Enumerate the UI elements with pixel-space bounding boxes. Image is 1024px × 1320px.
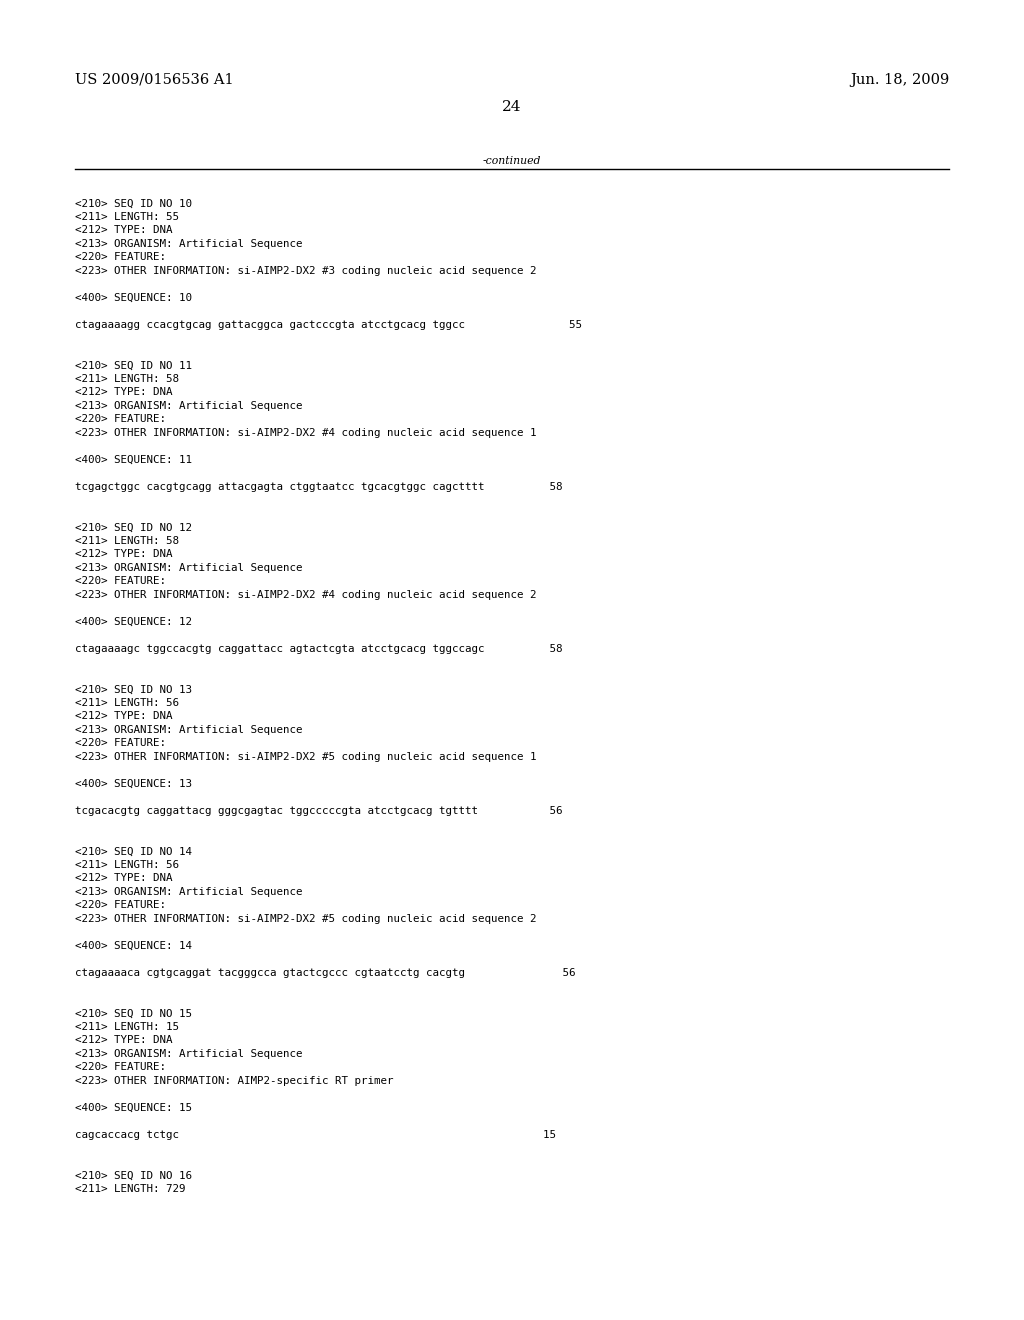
Text: <400> SEQUENCE: 15: <400> SEQUENCE: 15 bbox=[75, 1102, 191, 1113]
Text: <213> ORGANISM: Artificial Sequence: <213> ORGANISM: Artificial Sequence bbox=[75, 887, 302, 896]
Text: <211> LENGTH: 729: <211> LENGTH: 729 bbox=[75, 1184, 185, 1193]
Text: <400> SEQUENCE: 13: <400> SEQUENCE: 13 bbox=[75, 779, 191, 789]
Text: <220> FEATURE:: <220> FEATURE: bbox=[75, 577, 166, 586]
Text: <400> SEQUENCE: 12: <400> SEQUENCE: 12 bbox=[75, 616, 191, 627]
Text: <400> SEQUENCE: 14: <400> SEQUENCE: 14 bbox=[75, 941, 191, 950]
Text: <212> TYPE: DNA: <212> TYPE: DNA bbox=[75, 711, 172, 721]
Text: <210> SEQ ID NO 11: <210> SEQ ID NO 11 bbox=[75, 360, 191, 371]
Text: ctagaaaagg ccacgtgcag gattacggca gactcccgta atcctgcacg tggcc                55: ctagaaaagg ccacgtgcag gattacggca gactccc… bbox=[75, 319, 582, 330]
Text: <213> ORGANISM: Artificial Sequence: <213> ORGANISM: Artificial Sequence bbox=[75, 1049, 302, 1059]
Text: <220> FEATURE:: <220> FEATURE: bbox=[75, 738, 166, 748]
Text: <212> TYPE: DNA: <212> TYPE: DNA bbox=[75, 1035, 172, 1045]
Text: tcgacacgtg caggattacg gggcgagtac tggcccccgta atcctgcacg tgtttt           56: tcgacacgtg caggattacg gggcgagtac tggcccc… bbox=[75, 805, 562, 816]
Text: <223> OTHER INFORMATION: si-AIMP2-DX2 #4 coding nucleic acid sequence 1: <223> OTHER INFORMATION: si-AIMP2-DX2 #4… bbox=[75, 428, 537, 438]
Text: <211> LENGTH: 56: <211> LENGTH: 56 bbox=[75, 698, 179, 708]
Text: <210> SEQ ID NO 10: <210> SEQ ID NO 10 bbox=[75, 198, 191, 209]
Text: 24: 24 bbox=[502, 100, 522, 115]
Text: US 2009/0156536 A1: US 2009/0156536 A1 bbox=[75, 73, 233, 87]
Text: <223> OTHER INFORMATION: si-AIMP2-DX2 #5 coding nucleic acid sequence 1: <223> OTHER INFORMATION: si-AIMP2-DX2 #5… bbox=[75, 752, 537, 762]
Text: <400> SEQUENCE: 11: <400> SEQUENCE: 11 bbox=[75, 455, 191, 465]
Text: Jun. 18, 2009: Jun. 18, 2009 bbox=[850, 73, 949, 87]
Text: <223> OTHER INFORMATION: si-AIMP2-DX2 #4 coding nucleic acid sequence 2: <223> OTHER INFORMATION: si-AIMP2-DX2 #4… bbox=[75, 590, 537, 599]
Text: <210> SEQ ID NO 13: <210> SEQ ID NO 13 bbox=[75, 684, 191, 694]
Text: <213> ORGANISM: Artificial Sequence: <213> ORGANISM: Artificial Sequence bbox=[75, 725, 302, 735]
Text: tcgagctggc cacgtgcagg attacgagta ctggtaatcc tgcacgtggc cagctttt          58: tcgagctggc cacgtgcagg attacgagta ctggtaa… bbox=[75, 482, 562, 492]
Text: <211> LENGTH: 58: <211> LENGTH: 58 bbox=[75, 374, 179, 384]
Text: <210> SEQ ID NO 16: <210> SEQ ID NO 16 bbox=[75, 1171, 191, 1180]
Text: <223> OTHER INFORMATION: AIMP2-specific RT primer: <223> OTHER INFORMATION: AIMP2-specific … bbox=[75, 1076, 393, 1086]
Text: ctagaaaagc tggccacgtg caggattacc agtactcgta atcctgcacg tggccagc          58: ctagaaaagc tggccacgtg caggattacc agtactc… bbox=[75, 644, 562, 653]
Text: <210> SEQ ID NO 15: <210> SEQ ID NO 15 bbox=[75, 1008, 191, 1018]
Text: <220> FEATURE:: <220> FEATURE: bbox=[75, 252, 166, 263]
Text: <213> ORGANISM: Artificial Sequence: <213> ORGANISM: Artificial Sequence bbox=[75, 239, 302, 248]
Text: <212> TYPE: DNA: <212> TYPE: DNA bbox=[75, 226, 172, 235]
Text: <223> OTHER INFORMATION: si-AIMP2-DX2 #3 coding nucleic acid sequence 2: <223> OTHER INFORMATION: si-AIMP2-DX2 #3… bbox=[75, 265, 537, 276]
Text: <223> OTHER INFORMATION: si-AIMP2-DX2 #5 coding nucleic acid sequence 2: <223> OTHER INFORMATION: si-AIMP2-DX2 #5… bbox=[75, 913, 537, 924]
Text: <220> FEATURE:: <220> FEATURE: bbox=[75, 414, 166, 424]
Text: <211> LENGTH: 15: <211> LENGTH: 15 bbox=[75, 1022, 179, 1032]
Text: <211> LENGTH: 58: <211> LENGTH: 58 bbox=[75, 536, 179, 545]
Text: <400> SEQUENCE: 10: <400> SEQUENCE: 10 bbox=[75, 293, 191, 302]
Text: <211> LENGTH: 56: <211> LENGTH: 56 bbox=[75, 859, 179, 870]
Text: ctagaaaaca cgtgcaggat tacgggcca gtactcgccc cgtaatcctg cacgtg               56: ctagaaaaca cgtgcaggat tacgggcca gtactcgc… bbox=[75, 968, 575, 978]
Text: cagcaccacg tctgc                                                        15: cagcaccacg tctgc 15 bbox=[75, 1130, 556, 1139]
Text: <212> TYPE: DNA: <212> TYPE: DNA bbox=[75, 387, 172, 397]
Text: <212> TYPE: DNA: <212> TYPE: DNA bbox=[75, 549, 172, 560]
Text: <212> TYPE: DNA: <212> TYPE: DNA bbox=[75, 874, 172, 883]
Text: <210> SEQ ID NO 14: <210> SEQ ID NO 14 bbox=[75, 846, 191, 857]
Text: <211> LENGTH: 55: <211> LENGTH: 55 bbox=[75, 211, 179, 222]
Text: <213> ORGANISM: Artificial Sequence: <213> ORGANISM: Artificial Sequence bbox=[75, 401, 302, 411]
Text: -continued: -continued bbox=[482, 156, 542, 166]
Text: <220> FEATURE:: <220> FEATURE: bbox=[75, 900, 166, 911]
Text: <210> SEQ ID NO 12: <210> SEQ ID NO 12 bbox=[75, 523, 191, 532]
Text: <213> ORGANISM: Artificial Sequence: <213> ORGANISM: Artificial Sequence bbox=[75, 562, 302, 573]
Text: <220> FEATURE:: <220> FEATURE: bbox=[75, 1063, 166, 1072]
